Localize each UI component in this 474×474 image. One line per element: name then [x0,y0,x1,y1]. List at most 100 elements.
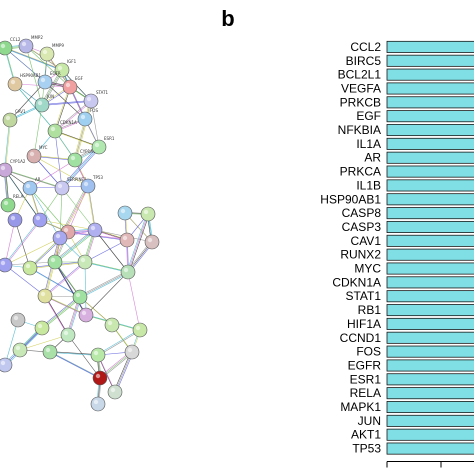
panel-b-label: b [221,6,234,31]
bar-tp53 [386,442,474,455]
network-edge [33,155,89,187]
gene-label: HSP90AB1 [320,192,381,206]
gene-label: BCL2L1 [338,68,382,82]
gene-label: RB1 [358,303,382,317]
network-node [10,312,26,328]
node-label: EGFR [50,71,61,76]
network-node [37,288,53,304]
network-node [26,148,42,164]
node-label: ESR1 [104,136,115,141]
network-edge [42,101,92,106]
bar-egf [386,110,474,123]
node-highlight [94,142,100,148]
gene-label: MAPK1 [340,400,381,414]
network-node [78,307,94,323]
network-edge [62,147,101,190]
gene-label: CASP3 [342,220,382,234]
bar-casp3 [386,220,474,233]
node-highlight [143,209,149,215]
network-node [12,342,28,358]
node-label: HSP90AB1 [20,73,42,78]
network-edge [4,219,40,265]
node-highlight [5,115,11,121]
bar-rela [386,387,474,400]
network-node [18,38,34,54]
network-node [22,180,38,196]
gene-label: CCL2 [350,40,381,54]
network-edge [44,295,87,316]
network-edge [5,120,11,171]
network-edge [54,261,87,316]
network-node [90,396,106,412]
node-label: MYC [39,145,48,150]
gene-label: RUNX2 [340,248,381,262]
network-node [22,260,38,276]
network-node [7,212,23,228]
node-highlight [135,325,141,331]
node-highlight [25,263,31,269]
bar-chart: CCL2BIRC5BCL2L1VEGFAPRKCBEGFNFKBIAIL1AAR… [320,40,474,468]
network-edge [67,185,89,233]
node-highlight [3,200,9,206]
node-highlight [147,237,153,243]
network-edge [42,297,82,330]
node-highlight [122,235,128,241]
network-node [124,344,140,360]
network-edge [49,351,101,379]
network-node [91,139,107,155]
network-node [90,347,106,363]
node-highlight [10,215,16,221]
node-highlight [35,215,41,221]
node-highlight [15,345,21,351]
node-highlight [80,114,86,120]
network-edge [3,46,62,70]
node-highlight [75,292,81,298]
network-edge [84,239,128,263]
network-node [140,206,156,222]
network-node [0,257,13,273]
bar-ccl2 [386,40,474,53]
node-highlight [63,330,69,336]
node-label: AR [35,177,41,182]
network-edge [50,352,102,380]
gene-label: CAV1 [351,234,382,248]
node-label: FOS [90,108,98,113]
network-edge [60,145,99,188]
network-edge [54,86,70,131]
gene-label: PRKCB [340,95,381,109]
bar-stat1 [386,290,474,303]
network-edge [44,295,69,336]
network-node [92,370,108,386]
bar-fos [386,345,474,358]
network-node [87,222,103,238]
gene-label: MYC [354,262,381,276]
bar-casp8 [386,207,474,220]
node-highlight [93,350,99,356]
network-node [117,205,133,221]
gene-label-group: CCL2BIRC5BCL2L1VEGFAPRKCBEGFNFKBIAIL1AAR… [320,40,381,456]
network-node [72,289,88,305]
node-highlight [42,49,48,55]
bar-prkcb [386,96,474,109]
ppi-network: CCL2 MMP2 MMP9 IGF1 HSP90AB1 EGFR EGF STAT1 JUN F… [0,35,160,412]
network-edge [59,187,63,239]
node-highlight [70,155,76,161]
bar-ccnd1 [386,331,474,344]
node-label: CCL2 [10,37,21,42]
gene-label: EGFR [348,358,382,372]
node-highlight [25,183,31,189]
node-highlight [57,65,63,71]
node-highlight [37,323,43,329]
node-highlight [123,267,129,273]
network-edge [30,268,81,298]
node-highlight [0,43,6,49]
x-axis: 05 [386,461,474,468]
network-edge [55,262,88,317]
node-highlight [50,126,56,132]
network-edge [4,169,62,188]
network-node [77,254,93,270]
gene-label: EGF [356,109,381,123]
network-node [34,320,50,336]
bar-cav1 [386,234,474,247]
